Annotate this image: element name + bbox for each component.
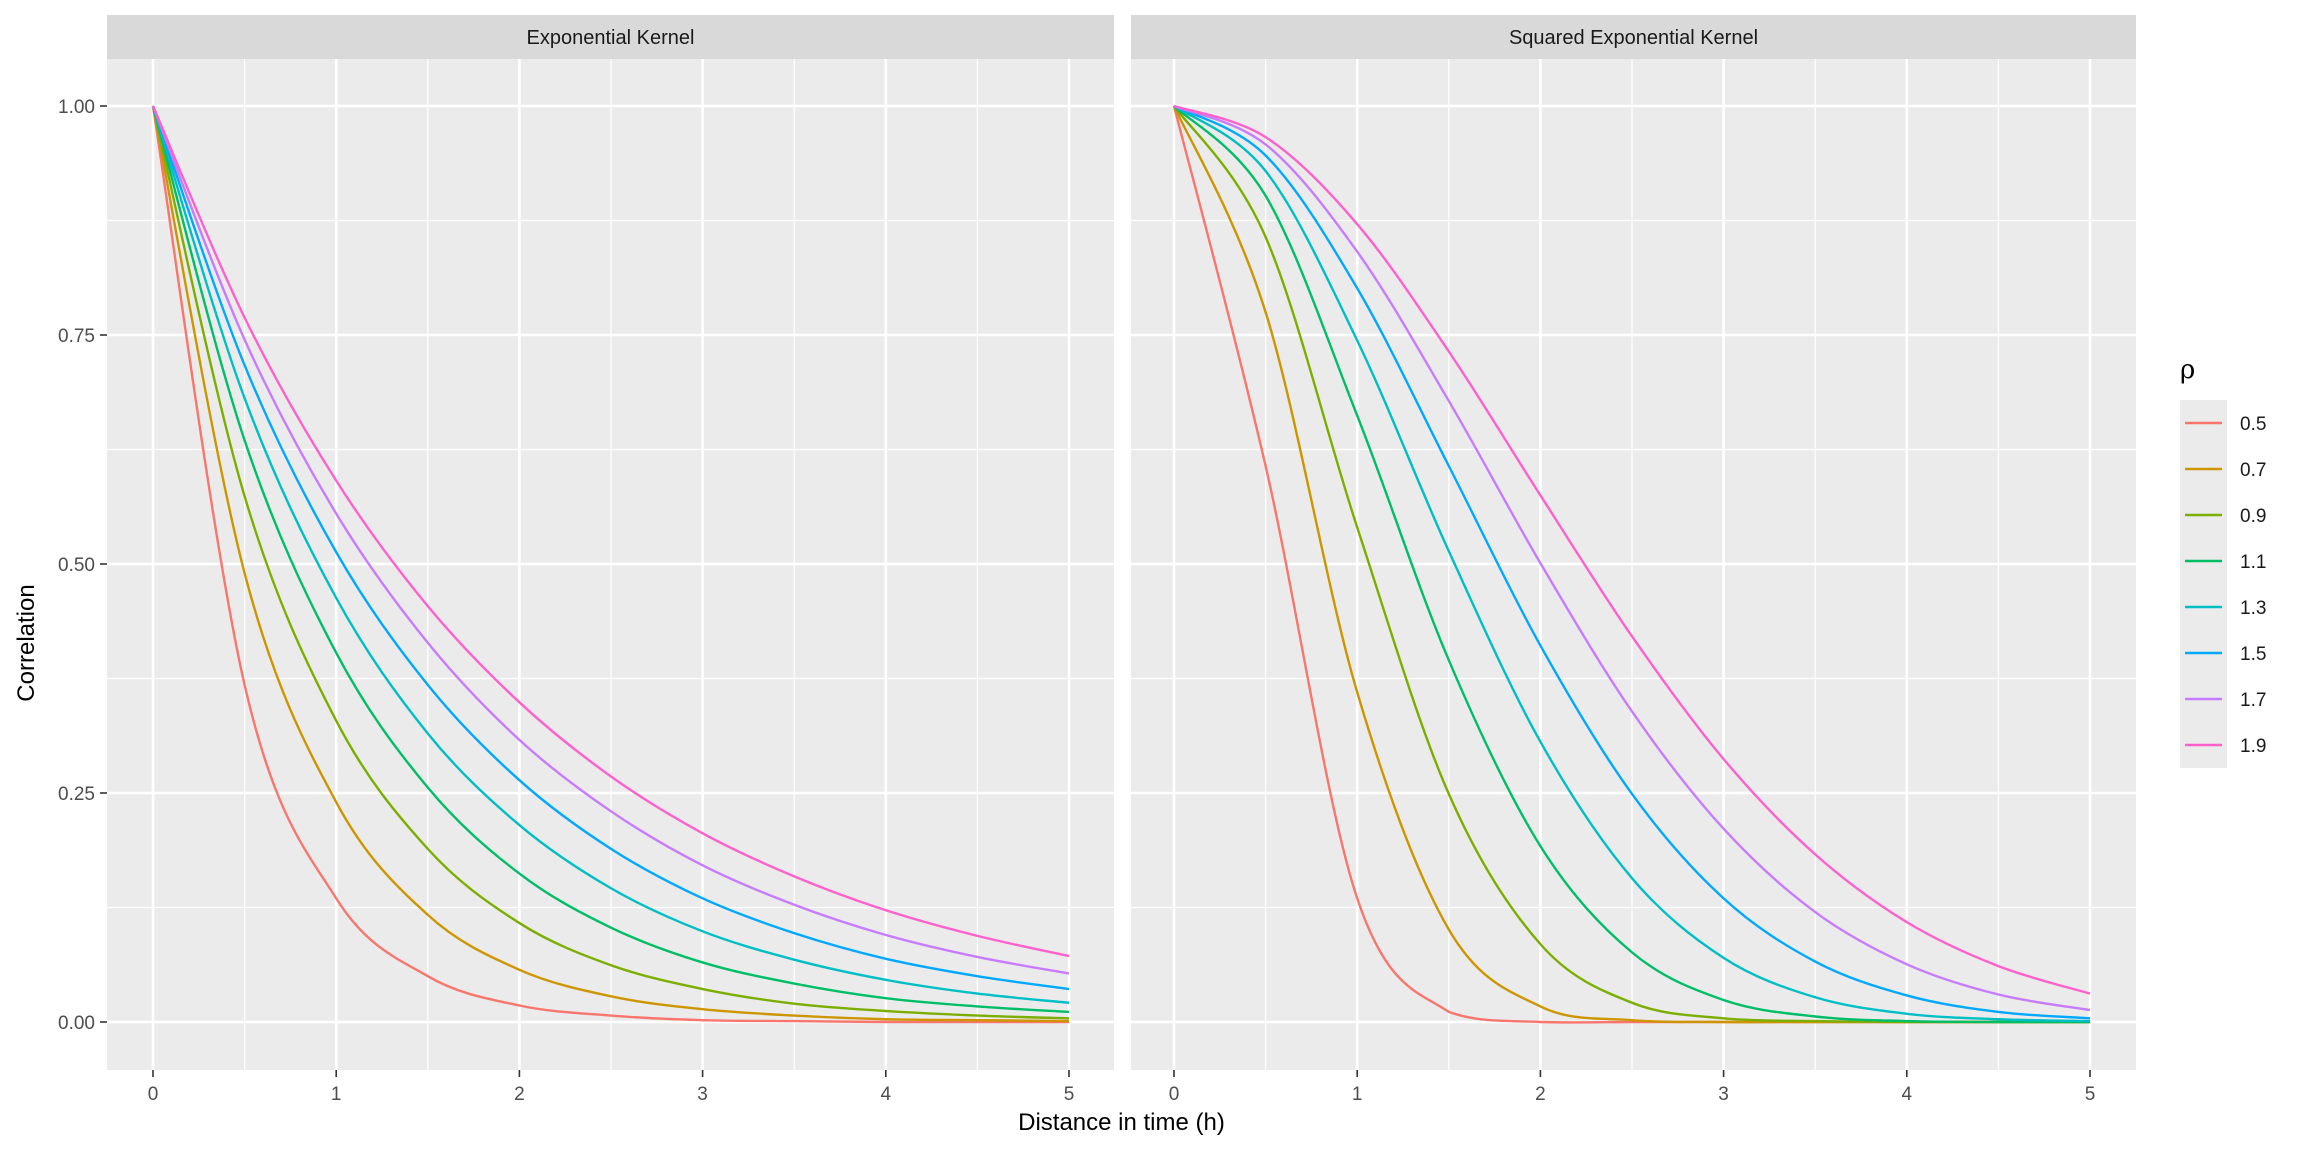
x-tick-label: 5 [1064, 1084, 1075, 1105]
legend-item: 1.3 [2180, 584, 2266, 630]
y-axis-title: Correlation [13, 584, 40, 701]
x-axis-title: Distance in time (h) [1018, 1109, 1225, 1136]
legend-label: 1.9 [2240, 736, 2266, 757]
y-tick-label: 1.00 [58, 97, 95, 118]
legend: ρ 0.5 0.7 0.9 1.1 1.3 1.5 1.7 1.9 [2180, 355, 2266, 768]
y-tick-label: 0.50 [58, 555, 95, 576]
legend-label: 1.3 [2240, 598, 2266, 619]
series-line-rho-1.5 [151, 105, 1070, 991]
legend-item: 0.7 [2180, 446, 2266, 492]
series-line-rho-1.1 [1173, 105, 2091, 1024]
x-tick-label: 0 [148, 1084, 159, 1105]
series-line-rho-1.5 [1173, 104, 2091, 1020]
x-tick-label: 5 [2085, 1084, 2096, 1105]
series-line-rho-0.9 [151, 105, 1070, 1020]
facet-strip [107, 15, 1114, 59]
legend-label: 0.9 [2240, 506, 2266, 527]
legend-label: 0.5 [2240, 414, 2266, 435]
series-line-rho-1.3 [151, 105, 1070, 1004]
x-tick-label: 1 [331, 1084, 342, 1105]
legend-label: 1.5 [2240, 644, 2266, 665]
panel-squared-exponential: Squared Exponential Kernel 0 1 2 3 4 5 [1131, 15, 2136, 1105]
legend-item: 1.7 [2180, 676, 2266, 722]
x-tick-label: 2 [1535, 1084, 1546, 1105]
x-tick-label: 4 [881, 1084, 892, 1105]
legend-item: 1.5 [2180, 630, 2266, 676]
legend-label: 0.7 [2240, 460, 2266, 481]
facet-strip [1131, 15, 2136, 59]
legend-item: 0.9 [2180, 492, 2266, 538]
facet-title: Squared Exponential Kernel [1509, 27, 1758, 49]
series-line-rho-1.9 [151, 105, 1070, 958]
x-tick-label: 1 [1352, 1084, 1363, 1105]
x-tick-label: 3 [1718, 1084, 1729, 1105]
series-line-rho-1.3 [1173, 105, 2091, 1023]
series-line-rho-0.7 [151, 105, 1070, 1023]
x-tick-label: 4 [1902, 1084, 1913, 1105]
series-line-rho-1.7 [151, 105, 1070, 975]
series-line-rho-0.5 [151, 105, 1069, 1024]
legend-label: 1.7 [2240, 690, 2266, 711]
x-tick-label: 3 [697, 1084, 708, 1105]
legend-label: 1.1 [2240, 552, 2266, 573]
legend-title: ρ [2180, 355, 2195, 385]
legend-item: 1.9 [2180, 722, 2266, 768]
series-line-rho-1.1 [151, 105, 1070, 1014]
facet-title: Exponential Kernel [527, 27, 695, 49]
series-line-rho-1.7 [1173, 104, 2091, 1012]
x-tick-label: 0 [1169, 1084, 1180, 1105]
y-tick-label: 0.75 [58, 326, 95, 347]
y-tick-label: 0.25 [58, 784, 95, 805]
legend-item: 1.1 [2180, 538, 2266, 584]
series-line-rho-1.9 [1173, 104, 2091, 995]
x-tick-label: 2 [514, 1084, 525, 1105]
legend-item: 0.5 [2180, 400, 2266, 446]
panel-exponential: Exponential Kernel 0 1 2 3 4 5 0.00 0.25 0.50 0.75… [58, 15, 1114, 1105]
y-tick-label: 0.00 [58, 1013, 95, 1034]
